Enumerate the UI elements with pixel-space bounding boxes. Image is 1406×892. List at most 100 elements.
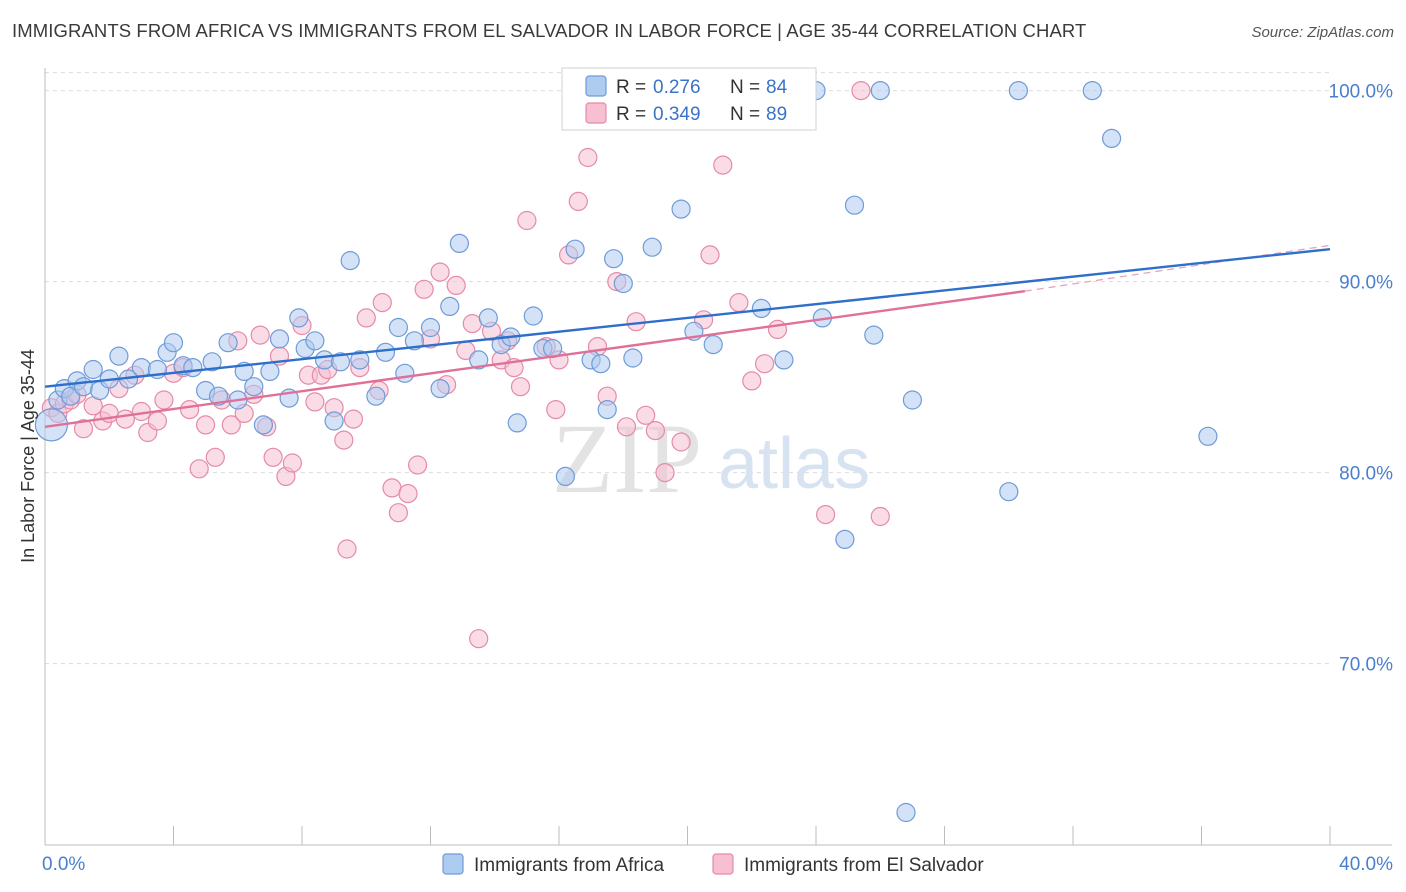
series-el-salvador-points: [41, 80, 890, 649]
africa-point: [1082, 80, 1102, 101]
africa-point: [565, 239, 585, 259]
africa-point: [340, 251, 360, 271]
el-salvador-point: [430, 262, 450, 282]
el-salvador-point: [282, 453, 302, 473]
el-salvador-point: [372, 293, 392, 313]
africa-point: [591, 354, 611, 374]
el-salvador-point: [713, 155, 733, 175]
bottom-legend-swatch-el-salvador: [712, 853, 734, 875]
el-salvador-point: [398, 484, 418, 504]
africa-point: [375, 342, 396, 362]
africa-point: [478, 308, 498, 328]
el-salvador-point: [462, 314, 482, 334]
el-salvador-trendline-extension: [1024, 244, 1331, 292]
africa-point: [73, 377, 94, 397]
africa-point: [999, 482, 1019, 502]
el-salvador-point: [636, 405, 656, 425]
el-salvador-point: [408, 455, 428, 475]
legend-swatch-el-salvador: [585, 102, 607, 124]
y-tick-label: 70.0%: [1339, 655, 1393, 676]
x-tick-label: 0.0%: [42, 854, 85, 875]
africa-point: [109, 346, 129, 366]
africa-point: [244, 377, 264, 397]
legend-n-label: N =: [730, 77, 760, 98]
el-salvador-point: [221, 415, 241, 435]
y-tick-label: 100.0%: [1329, 82, 1394, 103]
africa-point: [314, 350, 335, 370]
africa-point: [1008, 80, 1029, 101]
el-salvador-point: [729, 293, 749, 313]
africa-point: [440, 296, 460, 316]
africa-point: [523, 306, 543, 326]
el-salvador-point: [546, 400, 566, 420]
el-salvador-point: [469, 629, 489, 649]
el-salvador-point: [510, 377, 531, 397]
africa-point: [324, 411, 344, 431]
source-credit: Source: ZipAtlas.com: [1251, 24, 1394, 41]
el-salvador-point: [196, 415, 216, 435]
africa-trendline: [44, 247, 1331, 388]
el-salvador-point: [645, 421, 666, 441]
y-tick-label: 80.0%: [1339, 464, 1393, 485]
africa-point: [330, 352, 351, 372]
el-salvador-point: [343, 409, 363, 429]
y-tick-labels: 70.0% 80.0% 90.0% 100.0%: [1329, 82, 1394, 676]
el-salvador-point: [851, 80, 871, 101]
el-salvador-point: [263, 447, 283, 467]
el-salvador-point: [517, 210, 537, 231]
africa-point: [835, 529, 855, 550]
axes: [44, 68, 1392, 846]
africa-point: [613, 273, 633, 294]
el-salvador-point: [189, 459, 209, 479]
legend-r-label: R =: [616, 77, 646, 98]
el-salvador-point: [655, 463, 675, 483]
bottom-legend: Immigrants from Africa Immigrants from E…: [442, 853, 984, 876]
x-tick-label: 40.0%: [1339, 854, 1393, 875]
africa-point: [1198, 426, 1218, 446]
el-salvador-point: [154, 390, 174, 410]
el-salvador-point: [337, 539, 357, 559]
africa-point: [269, 329, 290, 349]
legend-n-value: 89: [766, 104, 787, 125]
el-salvador-point: [700, 245, 720, 265]
chart-title: IMMIGRANTS FROM AFRICA VS IMMIGRANTS FRO…: [12, 20, 1087, 41]
africa-point: [642, 237, 662, 257]
africa-point: [388, 317, 408, 338]
africa-point: [603, 249, 624, 269]
el-salvador-point: [382, 478, 402, 498]
legend-n-label: N =: [730, 104, 760, 125]
watermark: ZIP atlas: [552, 403, 870, 514]
el-salvador-point: [446, 275, 466, 295]
el-salvador-trendline: [44, 289, 1025, 428]
trendlines: [44, 244, 1331, 428]
africa-point: [404, 331, 424, 351]
africa-point: [507, 413, 527, 433]
africa-point: [208, 386, 229, 406]
el-salvador-point: [671, 432, 691, 452]
el-salvador-point: [356, 308, 376, 328]
bottom-legend-label-el-salvador: Immigrants from El Salvador: [744, 855, 984, 876]
el-salvador-point: [568, 191, 588, 211]
watermark-atlas: atlas: [718, 424, 870, 504]
africa-point: [202, 352, 222, 372]
africa-point: [366, 386, 386, 406]
bottom-legend-label-africa: Immigrants from Africa: [474, 855, 664, 876]
africa-point: [420, 317, 441, 338]
el-salvador-point: [250, 325, 270, 345]
africa-point: [844, 195, 865, 215]
africa-point: [469, 350, 489, 370]
el-salvador-point: [334, 430, 354, 450]
legend-r-value: 0.276: [653, 77, 701, 98]
africa-point: [597, 400, 617, 420]
africa-point: [183, 358, 203, 378]
el-salvador-point: [414, 279, 434, 299]
el-salvador-point: [388, 503, 408, 523]
africa-point: [350, 350, 370, 370]
africa-point: [83, 359, 103, 380]
legend-n-value: 84: [766, 77, 788, 98]
el-salvador-point: [305, 392, 325, 412]
africa-point: [253, 415, 273, 435]
africa-point: [864, 325, 884, 345]
africa-point: [449, 233, 469, 253]
africa-point: [902, 390, 923, 410]
